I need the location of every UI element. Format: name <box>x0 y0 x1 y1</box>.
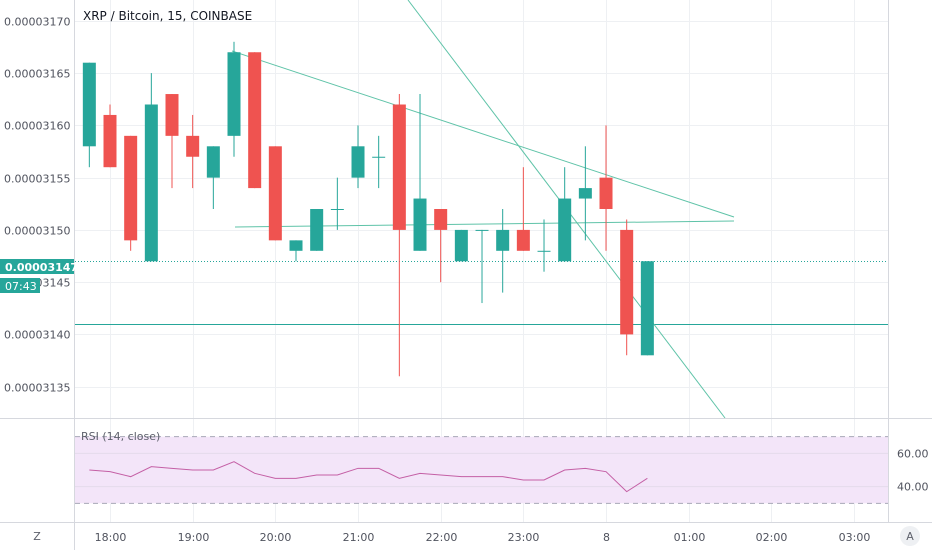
rsi-tick-label: 60.00 <box>897 447 929 460</box>
candle-body <box>165 94 179 136</box>
price-tick-label: 0.00003165 <box>4 68 70 81</box>
candle-body <box>289 240 303 251</box>
time-tick-label: 02:00 <box>756 531 788 544</box>
candle <box>103 104 117 168</box>
candle <box>268 146 282 241</box>
candle-body <box>330 209 344 210</box>
time-tick-label: 03:00 <box>839 531 871 544</box>
candle <box>289 240 303 262</box>
candle <box>578 146 592 241</box>
price-tick-label: 0.00003150 <box>4 225 70 238</box>
candle-body <box>599 177 613 209</box>
candle-body <box>537 250 551 252</box>
chart-legend: XRP / Bitcoin, 15, COINBASE <box>83 9 252 23</box>
candle <box>144 73 158 262</box>
candle <box>165 94 179 189</box>
candle <box>620 219 634 356</box>
candle <box>496 209 510 293</box>
candle-body <box>186 135 200 157</box>
price-tick-label: 0.00003170 <box>4 16 70 29</box>
rsi-series <box>89 461 648 493</box>
candle-body <box>640 261 654 356</box>
time-tick-label: 8 <box>603 531 610 544</box>
candle-body <box>372 156 386 158</box>
time-tick-label: 01:00 <box>674 531 706 544</box>
candle <box>186 114 200 189</box>
candle-body <box>227 52 241 136</box>
candle-body <box>124 135 138 241</box>
candle-body <box>103 114 117 168</box>
candle-body <box>351 146 365 178</box>
candle-body <box>310 209 324 251</box>
candle <box>516 167 530 251</box>
price-tick-label: 0.00003160 <box>4 120 70 133</box>
time-tick-label: 19:00 <box>178 531 210 544</box>
time-tick-label: 21:00 <box>343 531 375 544</box>
time-tick-label: 22:00 <box>426 531 458 544</box>
candle-body <box>620 229 634 335</box>
last-price-value: 0.00003147 <box>5 261 78 274</box>
exchange-label: COINBASE <box>190 9 252 23</box>
candle <box>310 209 324 251</box>
candle <box>434 209 448 283</box>
price-tick-label: 0.00003135 <box>4 382 70 395</box>
candle-body <box>454 229 468 262</box>
rsi-label: RSI (14, close) <box>81 430 160 443</box>
labels: 0.00003170 0.00003165 0.00003160 0.00003155… <box>4 16 929 545</box>
candle-body <box>516 229 530 251</box>
candles <box>82 41 654 377</box>
candle <box>537 219 551 272</box>
candle-body <box>248 52 262 189</box>
price-tick-label: 0.00003155 <box>4 173 70 186</box>
price-tick-label: 0.00003140 <box>4 329 70 342</box>
countdown-value: 07:43 <box>5 280 37 293</box>
candle <box>82 62 96 168</box>
candle <box>640 261 654 356</box>
time-tick-label: 23:00 <box>508 531 540 544</box>
auto-scale-button[interactable]: A <box>900 526 920 546</box>
time-tick-label: 20:00 <box>260 531 292 544</box>
candle <box>392 94 406 377</box>
candle <box>413 94 427 251</box>
last-price-tag: 0.00003147 07:43 <box>0 259 78 293</box>
horizontal-lines <box>75 261 888 325</box>
candle-body <box>392 104 406 230</box>
candle-body <box>144 104 158 262</box>
time-tick-label: 18:00 <box>95 531 127 544</box>
candle-body <box>558 198 572 262</box>
candle-body <box>496 229 510 251</box>
candle <box>248 52 262 189</box>
candle <box>124 135 138 251</box>
symbol-label: XRP / Bitcoin <box>83 9 160 23</box>
interval-label: 15 <box>167 9 182 23</box>
candle <box>351 125 365 189</box>
log-scale-toggle[interactable]: Z <box>24 528 50 544</box>
candle <box>599 125 613 251</box>
candle-body <box>475 229 489 231</box>
candle <box>372 135 386 189</box>
candle-body <box>268 146 282 241</box>
candle-body <box>578 188 592 199</box>
candle <box>227 41 241 157</box>
rsi-tick-label: 40.00 <box>897 481 929 494</box>
candle-body <box>82 62 96 147</box>
candle-body <box>413 198 427 251</box>
candle-body <box>434 209 448 230</box>
candle <box>206 146 220 209</box>
candle <box>475 229 489 304</box>
candle-body <box>206 146 220 178</box>
z-button-label: Z <box>33 530 41 543</box>
descending-trendline <box>231 50 735 218</box>
candle <box>454 229 468 262</box>
candle <box>330 177 344 230</box>
rsi-line <box>89 461 648 493</box>
a-button-label: A <box>906 530 914 543</box>
candle <box>558 167 572 262</box>
